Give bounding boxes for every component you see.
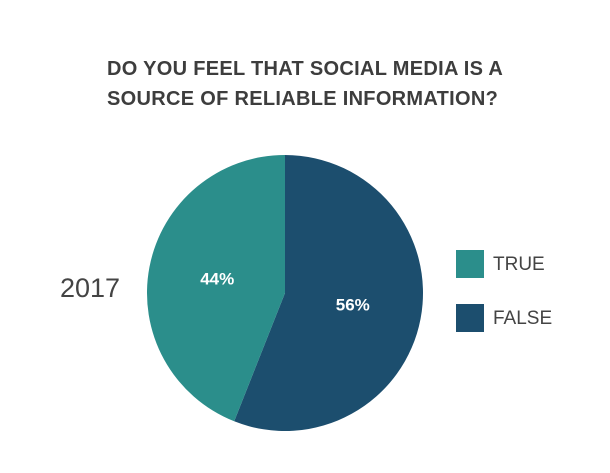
pie-slice [146, 155, 285, 422]
legend-swatch [456, 250, 484, 278]
legend-swatch [456, 304, 484, 332]
data-label: 44% [200, 270, 234, 289]
legend-label: TRUE [493, 254, 545, 275]
data-label: 56% [336, 295, 370, 314]
chart-title: DO YOU FEEL THAT SOCIAL MEDIA IS A SOURC… [107, 58, 503, 110]
legend-label: FALSE [493, 308, 552, 329]
pie-slice [234, 155, 423, 431]
year-label: 2017 [60, 273, 120, 303]
